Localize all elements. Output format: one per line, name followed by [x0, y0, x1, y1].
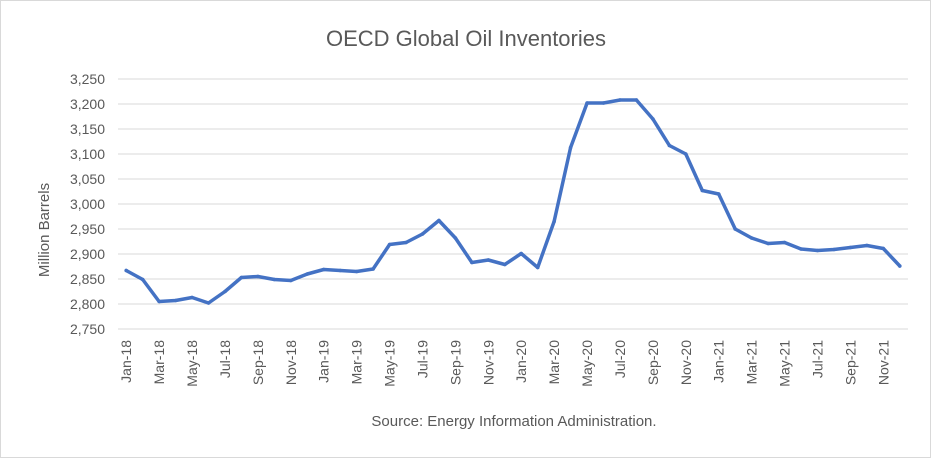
- y-axis-label: Million Barrels: [36, 183, 53, 277]
- data-point: [272, 277, 277, 282]
- y-tick-labels: 2,750 2,800 2,850 2,900 2,950 3,000 3,050 3,100…: [70, 71, 105, 337]
- x-tick-label: Sep-21: [842, 340, 858, 385]
- x-tick-label: May-21: [777, 340, 793, 387]
- x-tick-label: Nov-21: [875, 340, 891, 385]
- data-point: [634, 98, 639, 102]
- x-tick-label: Nov-18: [283, 340, 299, 385]
- x-tick-labels: Jan-18 Mar-18 May-18 Jul-18 Sep-18 Nov-18 Jan-…: [118, 340, 891, 387]
- data-point: [799, 247, 803, 251]
- data-point: [404, 240, 408, 245]
- data-point: [371, 267, 375, 271]
- data-point: [321, 267, 326, 272]
- data-point: [157, 299, 161, 304]
- x-tick-label: Sep-19: [447, 340, 463, 385]
- data-point: [618, 98, 622, 102]
- y-tick-label: 3,050: [70, 171, 105, 187]
- data-point: [667, 143, 672, 148]
- data-point: [519, 251, 524, 256]
- data-point: [832, 247, 836, 252]
- data-point: [716, 192, 721, 196]
- x-tick-label: Jul-19: [414, 340, 430, 378]
- data-point: [733, 227, 737, 231]
- y-tick-label: 2,800: [70, 296, 105, 312]
- x-tick-label: Jan-18: [118, 340, 134, 383]
- data-point: [387, 242, 392, 247]
- data-point: [124, 268, 129, 273]
- data-point: [239, 275, 244, 280]
- data-point: [289, 278, 293, 283]
- data-point: [173, 298, 178, 303]
- data-point: [815, 248, 820, 253]
- data-point: [865, 243, 869, 248]
- data-point: [470, 260, 474, 265]
- data-point: [766, 241, 770, 246]
- data-point: [552, 219, 556, 224]
- data-point: [206, 301, 211, 305]
- data-point: [749, 236, 754, 240]
- x-tick-label: May-18: [184, 340, 200, 387]
- y-tick-label: 3,100: [70, 146, 105, 162]
- x-tick-label: Jan-19: [316, 340, 332, 383]
- x-tick-label: Mar-19: [349, 340, 365, 385]
- data-point: [848, 245, 853, 250]
- x-tick-label: Sep-20: [645, 340, 661, 385]
- x-tick-label: Nov-19: [480, 340, 496, 385]
- data-point: [568, 145, 573, 150]
- data-point: [190, 295, 194, 300]
- source-note: Source: Energy Information Administratio…: [371, 413, 656, 430]
- gridlines: [118, 78, 908, 330]
- data-point: [223, 289, 227, 294]
- data-point: [700, 188, 705, 193]
- y-tick-label: 2,850: [70, 271, 105, 287]
- data-point: [502, 262, 507, 267]
- x-tick-label: Jul-20: [612, 340, 628, 378]
- data-point: [684, 152, 688, 156]
- data-point: [437, 218, 441, 223]
- data-point: [881, 246, 886, 251]
- data-point: [420, 232, 425, 236]
- series-group: [124, 98, 902, 305]
- y-tick-label: 3,250: [70, 71, 105, 87]
- x-tick-label: May-19: [382, 340, 398, 387]
- chart-title: OECD Global Oil Inventories: [326, 26, 606, 51]
- data-point: [453, 236, 458, 240]
- data-point: [601, 101, 606, 105]
- x-tick-label: Jul-18: [217, 340, 233, 378]
- data-point: [782, 240, 787, 245]
- y-tick-label: 2,900: [70, 246, 105, 262]
- data-point: [305, 272, 310, 276]
- data-point: [486, 258, 491, 262]
- data-point: [140, 277, 145, 282]
- x-tick-label: May-20: [579, 340, 595, 387]
- data-point: [256, 274, 260, 279]
- x-tick-label: Nov-20: [678, 340, 694, 385]
- data-point: [535, 265, 540, 270]
- data-point: [338, 268, 342, 273]
- x-tick-label: Jan-20: [513, 340, 529, 383]
- y-tick-label: 2,750: [70, 321, 105, 337]
- y-tick-label: 3,150: [70, 121, 105, 137]
- x-tick-label: Mar-18: [151, 340, 167, 385]
- y-tick-label: 3,200: [70, 96, 105, 112]
- y-tick-label: 3,000: [70, 196, 105, 212]
- data-point: [585, 101, 589, 105]
- data-point: [651, 117, 655, 121]
- x-tick-label: Mar-21: [744, 340, 760, 385]
- x-tick-label: Jan-21: [711, 340, 727, 383]
- data-point: [354, 269, 359, 274]
- x-tick-label: Sep-18: [250, 340, 266, 385]
- y-tick-label: 2,950: [70, 221, 105, 237]
- x-tick-label: Mar-20: [546, 340, 562, 385]
- data-point: [897, 264, 902, 268]
- x-tick-label: Jul-21: [809, 340, 825, 378]
- series-line-0: [124, 98, 902, 305]
